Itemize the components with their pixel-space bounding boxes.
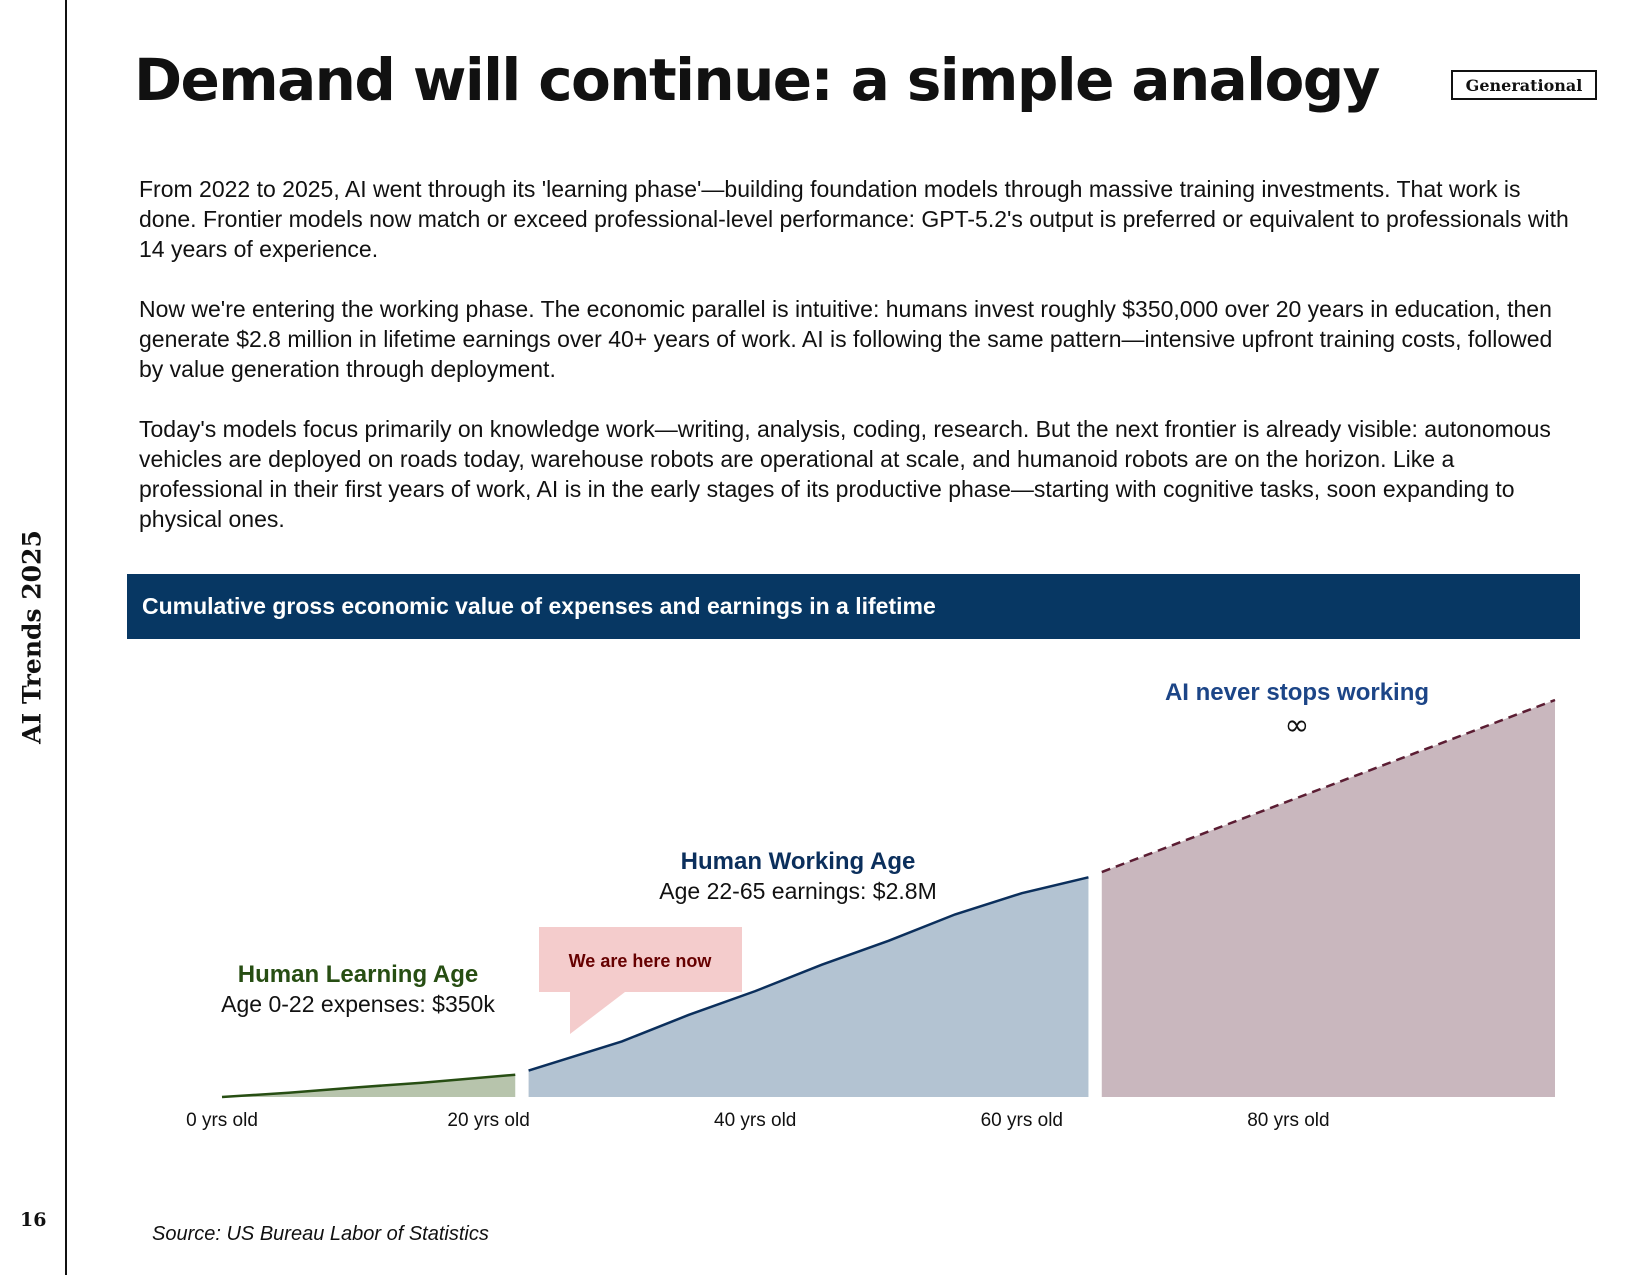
- callout: We are here now: [539, 927, 742, 1034]
- x-tick-label: 60 yrs old: [981, 1110, 1063, 1131]
- series-area-1: [528, 877, 1089, 1097]
- paragraph: Now we're entering the working phase. Th…: [139, 296, 1553, 382]
- series-line-1: [528, 876, 1089, 1072]
- left-rule: [65, 0, 67, 1275]
- series-area-2: [1101, 700, 1555, 1097]
- callout-text: We are here now: [569, 951, 713, 971]
- ai-working-title: AI never stops working: [1165, 679, 1429, 706]
- category-tag: Generational: [1451, 70, 1597, 100]
- x-tick-label: 0 yrs old: [186, 1110, 258, 1131]
- series-line-2: [1101, 698, 1556, 874]
- x-tick-label: 20 yrs old: [447, 1110, 529, 1131]
- body-text: From 2022 to 2025, AI went through its '…: [139, 174, 1579, 564]
- x-tick-label: 40 yrs old: [714, 1110, 796, 1131]
- learning-age-title: Human Learning Age: [238, 961, 478, 988]
- paragraph: From 2022 to 2025, AI went through its '…: [139, 176, 1569, 262]
- working-age-detail: Age 22-65 earnings: $2.8M: [659, 878, 936, 904]
- chart-title-bar: Cumulative gross economic value of expen…: [127, 574, 1580, 639]
- page-title: Demand will continue: a simple analogy: [134, 46, 1380, 114]
- page-number: 16: [20, 1209, 47, 1231]
- callout-bubble: [539, 927, 742, 1034]
- learning-age-detail: Age 0-22 expenses: $350k: [221, 991, 495, 1017]
- paragraph: Today's models focus primarily on knowle…: [139, 416, 1551, 532]
- infinity-symbol: ∞: [1285, 708, 1310, 743]
- chart-title: Cumulative gross economic value of expen…: [142, 593, 936, 619]
- source-note: Source: US Bureau Labor of Statistics: [152, 1223, 489, 1245]
- x-tick-label: 80 yrs old: [1247, 1110, 1329, 1131]
- series-area-0: [222, 1074, 516, 1097]
- series-line-0: [221, 1073, 516, 1099]
- working-age-title: Human Working Age: [681, 848, 916, 875]
